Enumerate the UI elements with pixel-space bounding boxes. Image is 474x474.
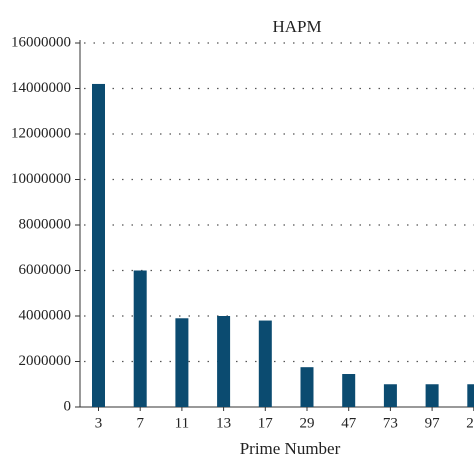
x-tick-label: 97	[425, 415, 441, 431]
x-tick-label: 47	[341, 415, 357, 431]
y-tick-label: 6000000	[19, 262, 72, 278]
y-tick-label: 2000000	[19, 353, 72, 369]
x-tick-label: 13	[216, 415, 231, 431]
x-tick-label: 11	[175, 415, 189, 431]
bar	[133, 270, 147, 407]
x-tick-label: 73	[383, 415, 398, 431]
x-axis-label: Prime Number	[240, 439, 341, 458]
bar	[92, 83, 105, 407]
y-tick-label: 8000000	[19, 216, 72, 232]
bar	[467, 384, 474, 407]
bar	[258, 320, 272, 407]
bar	[175, 318, 189, 407]
bar	[300, 367, 314, 407]
y-tick-label: 4000000	[19, 307, 72, 323]
bar	[425, 384, 439, 407]
bar	[342, 374, 356, 407]
y-tick-label: 0	[64, 398, 72, 414]
y-tick-label: 12000000	[11, 125, 71, 141]
x-tick-label: 17	[258, 415, 274, 431]
y-tick-label: 14000000	[11, 80, 71, 96]
bar	[217, 316, 231, 407]
y-tick-label: 16000000	[11, 34, 71, 50]
x-tick-label: 7	[136, 415, 144, 431]
x-tick-label: 3	[95, 415, 103, 431]
x-tick-label: 22	[466, 415, 474, 431]
bar	[383, 384, 397, 407]
chart-title: HAPM	[272, 17, 321, 36]
y-tick-label: 10000000	[11, 171, 71, 187]
x-tick-label: 29	[300, 415, 315, 431]
